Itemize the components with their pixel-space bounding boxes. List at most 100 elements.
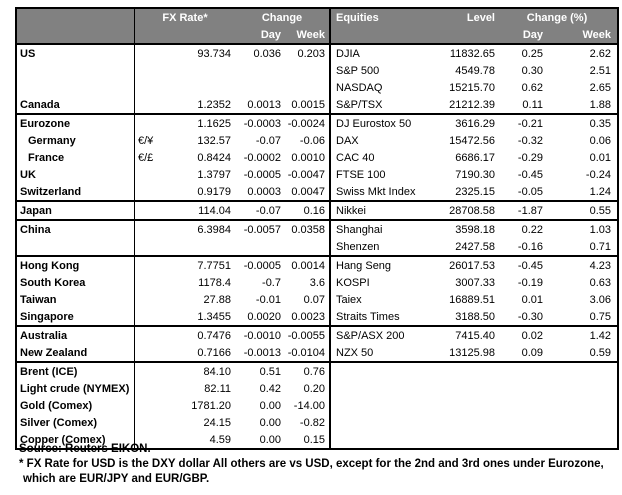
equity-index-cell	[329, 380, 444, 397]
equity-level-cell: 13125.98	[449, 346, 495, 359]
fx-day-change-cell: 0.0020	[247, 310, 281, 323]
fx-rate-value: 84.10	[203, 365, 231, 378]
fx-rate-value: 0.7476	[197, 329, 231, 342]
region-label: Taiwan	[20, 293, 57, 306]
table-row: China 6.3984 -0.0057 0.0358 Shanghai 359…	[17, 219, 617, 238]
region-cell	[17, 238, 135, 255]
region-cell: Australia	[17, 327, 135, 344]
region-label: Gold (Comex)	[20, 399, 93, 412]
fx-rate-value: 1.2352	[197, 98, 231, 111]
equity-day-change-cell: -0.45	[517, 259, 543, 272]
equity-level-cell: 15472.56	[449, 134, 495, 147]
region-cell: Germany	[17, 132, 135, 149]
fx-equities-table: FX Rate* Change Equities Level Change (%…	[15, 7, 619, 450]
region-cell: South Korea	[17, 274, 135, 291]
equity-week-change-cell: 1.42	[589, 329, 611, 342]
fx-rate-cell	[135, 62, 235, 79]
equity-day-change-cell: -0.19	[517, 276, 543, 289]
equity-week-change-cell: 1.03	[589, 223, 611, 236]
fx-day-change-cell: 0.036	[253, 47, 281, 60]
equity-week-change-cell: 0.63	[589, 276, 611, 289]
equity-index-cell	[329, 414, 444, 431]
equity-day-change-cell	[499, 414, 547, 431]
fx-rate-cell: 4.59	[135, 431, 235, 448]
equity-level-cell: 15215.70	[449, 81, 495, 94]
fx-rate-cell: 24.15	[135, 414, 235, 431]
equity-week-change-cell	[547, 397, 615, 414]
region-cell: UK	[17, 166, 135, 183]
equity-index-cell: Shanghai	[329, 221, 444, 238]
header-eq-week: Week	[582, 28, 611, 41]
equity-week-change-cell: 0.06	[589, 134, 611, 147]
region-label: Germany	[28, 134, 76, 147]
table-row: Eurozone 1.1625 -0.0003 -0.0024 DJ Euros…	[17, 113, 617, 132]
equity-index-cell	[329, 397, 444, 414]
fx-rate-cell	[135, 79, 235, 96]
fx-day-change-cell: -0.0005	[243, 168, 281, 181]
region-label: Eurozone	[20, 117, 71, 130]
fx-rate-cell: €/¥ 132.57	[135, 132, 235, 149]
equity-day-change-cell: 0.02	[521, 329, 543, 342]
equity-level-cell	[444, 380, 499, 397]
equity-level-cell: 11832.65	[449, 47, 495, 60]
fx-rate-cell: 84.10	[135, 363, 235, 380]
equity-level-cell: 21212.39	[449, 98, 495, 111]
region-cell: US	[17, 45, 135, 62]
header-blank-2	[135, 26, 235, 43]
fx-rate-value: 114.04	[198, 204, 231, 217]
equity-day-change-cell: -0.32	[517, 134, 543, 147]
region-label: US	[20, 47, 36, 60]
region-cell: Switzerland	[17, 183, 135, 200]
equity-index-cell	[329, 363, 444, 380]
table-row: Hong Kong 7.7751 -0.0005 0.0014 Hang Sen…	[17, 255, 617, 274]
region-label: New Zealand	[20, 346, 88, 359]
fx-rate-cell: 1178.4	[135, 274, 235, 291]
equity-index-cell	[329, 431, 444, 448]
equity-day-change-cell: -0.30	[517, 310, 543, 323]
fx-rate-value: 0.9179	[197, 185, 231, 198]
equity-week-change-cell: 4.23	[589, 259, 611, 272]
fx-rate-cell: 1.3455	[135, 308, 235, 325]
table-row: Singapore 1.3455 0.0020 0.0023 Straits T…	[17, 308, 617, 325]
fx-rate-value: 1.1625	[197, 117, 231, 130]
table-row: Shenzen 2427.58 -0.16 0.71	[17, 238, 617, 255]
equity-day-change-cell: 0.01	[521, 293, 543, 306]
fx-rate-value: 1.3455	[197, 310, 231, 323]
fx-day-change-cell: -0.07	[255, 204, 281, 217]
equity-day-change-cell: 0.09	[521, 346, 543, 359]
fx-day-change-cell: -0.7	[262, 276, 281, 289]
fx-rate-value: 27.88	[203, 293, 231, 306]
header-blank-4	[444, 26, 499, 43]
fx-day-change-cell: 0.0013	[247, 98, 281, 111]
fx-rate-cell: 1.2352	[135, 96, 235, 113]
fx-week-change-cell: 0.0014	[291, 259, 325, 272]
fx-week-change-cell: 0.76	[303, 365, 325, 378]
equity-day-change-cell: 0.11	[522, 98, 543, 111]
table-row: UK 1.3797 -0.0005 -0.0047 FTSE 100 7190.…	[17, 166, 617, 183]
region-cell: New Zealand	[17, 344, 135, 361]
equity-day-change-cell: 0.22	[521, 223, 543, 236]
fx-rate-cell	[135, 238, 235, 255]
currency-pair-label: €/£	[138, 151, 154, 164]
header-blank-1	[17, 26, 135, 43]
fx-day-change-cell: 0.51	[259, 365, 281, 378]
region-cell: Silver (Comex)	[17, 414, 135, 431]
region-label: Light crude (NYMEX)	[20, 382, 130, 395]
fx-week-change-cell: 0.20	[303, 382, 325, 395]
fx-rate-note-line2: which are EUR/JPY and EUR/GBP.	[23, 473, 210, 485]
equity-week-change-cell: 0.01	[589, 151, 611, 164]
region-cell: Brent (ICE)	[17, 363, 135, 380]
table-row: Switzerland 0.9179 0.0003 0.0047 Swiss M…	[17, 183, 617, 200]
region-cell: France	[17, 149, 135, 166]
fx-week-change-cell: 0.0047	[291, 185, 325, 198]
region-label: Canada	[20, 98, 60, 111]
fx-rate-value: 6.3984	[197, 223, 231, 236]
fx-rate-value: 24.15	[203, 416, 231, 429]
table-row: Japan 114.04 -0.07 0.16 Nikkei 28708.58 …	[17, 200, 617, 219]
table-row: US 93.734 0.036 0.203 DJIA 11832.65 0.25…	[17, 45, 617, 62]
equity-week-change-cell: 0.71	[589, 240, 611, 253]
region-cell: Singapore	[17, 308, 135, 325]
fx-rate-cell: 93.734	[135, 45, 235, 62]
equity-week-change-cell: 0.35	[589, 117, 611, 130]
